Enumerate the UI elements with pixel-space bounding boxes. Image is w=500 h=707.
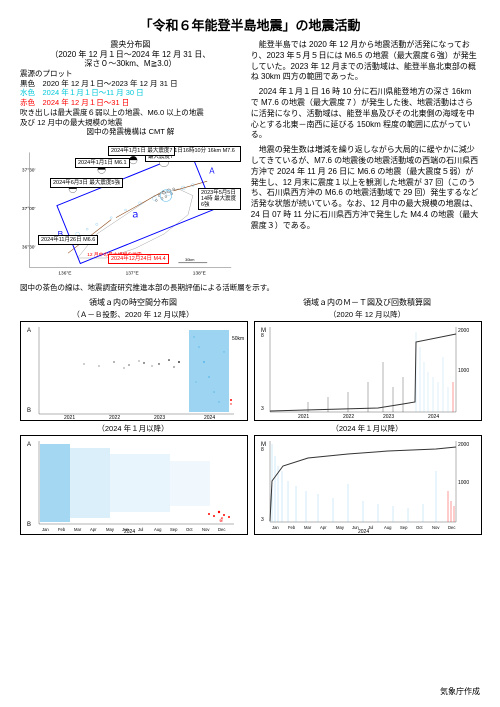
chart-left-sub1: （Ａ－Ｂ投影、2020 年 12 月以降）: [20, 309, 246, 320]
legend-cyan: 水色 2024 年１月１日～11 月 30 日: [20, 88, 241, 98]
svg-text:50km: 50km: [232, 336, 244, 342]
svg-text:Apr: Apr: [90, 527, 97, 532]
map-header-2: （2020 年 12 月１日～2024 年 12 月 31 日、: [20, 50, 241, 60]
svg-text:2024: 2024: [124, 529, 135, 534]
callout-2: 2024年1月1日 最大震度7: [108, 146, 175, 156]
body-p2: 2024 年１月１日 16 時 10 分に石川県能登地方の深さ 16km で M…: [251, 87, 480, 141]
svg-text:Feb: Feb: [58, 527, 66, 532]
svg-text:8: 8: [261, 447, 264, 453]
svg-text:8: 8: [261, 333, 264, 339]
svg-text:2023: 2023: [154, 415, 165, 420]
svg-text:137°E: 137°E: [126, 270, 139, 276]
svg-text:2024: 2024: [358, 529, 369, 534]
svg-text:A: A: [27, 328, 31, 334]
callout-6: 2024年11月26日 M6.6: [38, 235, 98, 245]
svg-text:Oct: Oct: [416, 525, 423, 530]
svg-text:Nov: Nov: [202, 527, 210, 532]
spacetime-chart-1: A B 50km: [20, 321, 248, 421]
svg-text:2024: 2024: [204, 415, 215, 420]
chart-right-col: 領域ａ内のＭ－Ｔ図及び回数積算図 （2020 年 12 月以降） M 8 3 2…: [254, 297, 480, 535]
svg-text:Aug: Aug: [154, 527, 162, 532]
svg-text:2022: 2022: [109, 415, 120, 420]
svg-text:2000: 2000: [458, 442, 469, 448]
svg-text:30km: 30km: [185, 258, 194, 262]
svg-text:2000: 2000: [458, 328, 469, 334]
callout-5: 2023年5月5日14時 最大震度6強: [198, 188, 241, 210]
brown-note: 図中の茶色の線は、地震調査研究推進本部の長期評価による活断層を示す。: [20, 282, 480, 293]
svg-text:Mar: Mar: [74, 527, 82, 532]
callout-3: 2024年1月1日 M6.1: [75, 158, 130, 168]
svg-text:Jul: Jul: [138, 527, 143, 532]
legend-note3: 図中の発震機構は CMT 解: [20, 127, 241, 137]
svg-text:Oct: Oct: [186, 527, 193, 532]
callout-4: 2024年6月3日 最大震度5強: [50, 178, 123, 188]
legend-black: 黒色 2020 年 12 月１日～2023 年 12 月 31 日: [20, 79, 241, 89]
svg-text:Sep: Sep: [170, 527, 178, 532]
svg-text:B: B: [27, 522, 31, 528]
svg-text:Sep: Sep: [400, 525, 408, 530]
epicenter-map: 37°30' 37°00' 36°30' 136°E 137°E 138°E ａ…: [20, 140, 241, 280]
svg-text:Jan: Jan: [272, 525, 279, 530]
chart-left-col: 領域ａ内の時空間分布図 （Ａ－Ｂ投影、2020 年 12 月以降） A B 50…: [20, 297, 246, 535]
svg-text:Mar: Mar: [304, 525, 312, 530]
left-column: 震央分布図 （2020 年 12 月１日～2024 年 12 月 31 日、 深…: [20, 40, 241, 280]
svg-text:Aug: Aug: [384, 525, 392, 530]
svg-text:Nov: Nov: [432, 525, 440, 530]
right-column: 能登半島では 2020 年 12 月から地震活動が活発になっており、2023 年…: [251, 40, 480, 280]
chart-right-sub1: （2020 年 12 月以降）: [254, 309, 480, 320]
svg-text:Jan: Jan: [42, 527, 49, 532]
map-header-1: 震央分布図: [20, 40, 241, 50]
legend-note2: 及び 12 月中の最大規模の地震: [20, 118, 241, 128]
svg-text:37°30': 37°30': [22, 168, 36, 174]
mt-chart-1: M 8 3 2000 1000: [254, 321, 482, 421]
svg-text:37°00': 37°00': [22, 206, 36, 212]
svg-text:1000: 1000: [458, 368, 469, 374]
callout-7: 2024年12月24日 M4.4: [108, 254, 169, 264]
svg-text:2023: 2023: [383, 414, 394, 420]
svg-text:138°E: 138°E: [193, 270, 206, 276]
point-a-label: Ａ: [208, 167, 216, 176]
legend-red: 赤色 2024 年 12 月１日～31 日: [20, 98, 241, 108]
svg-text:2024: 2024: [428, 414, 439, 420]
svg-text:3: 3: [261, 517, 264, 523]
legend-head: 震源のプロット: [20, 69, 241, 79]
svg-text:3: 3: [261, 406, 264, 412]
svg-text:A: A: [27, 442, 31, 448]
svg-text:Dec: Dec: [218, 527, 225, 532]
chart-left-sub2: （2024 年１月以降）: [20, 423, 246, 434]
chart-left-title: 領域ａ内の時空間分布図: [20, 297, 246, 308]
svg-text:※: ※: [219, 518, 223, 524]
svg-text:Feb: Feb: [288, 525, 296, 530]
svg-text:Dec: Dec: [448, 525, 455, 530]
svg-text:2021: 2021: [298, 414, 309, 420]
chart-right-title: 領域ａ内のＭ－Ｔ図及び回数積算図: [254, 297, 480, 308]
svg-text:B: B: [27, 408, 31, 414]
mt-chart-2: M 8 3 2000 1000: [254, 435, 482, 535]
page-title: 「令和６年能登半島地震」の地震活動: [20, 15, 480, 34]
svg-text:May: May: [106, 527, 115, 532]
svg-text:36°30': 36°30': [22, 244, 36, 250]
spacetime-chart-2: A B ※ Jan Feb: [20, 435, 248, 535]
footer: 気象庁作成: [440, 686, 480, 697]
svg-text:2021: 2021: [64, 415, 75, 420]
svg-text:Apr: Apr: [320, 525, 327, 530]
svg-text:2022: 2022: [343, 414, 354, 420]
chart-right-sub2: （2024 年１月以降）: [254, 423, 480, 434]
body-p1: 能登半島では 2020 年 12 月から地震活動が活発になっており、2023 年…: [251, 40, 480, 83]
svg-text:May: May: [336, 525, 345, 530]
svg-text:1000: 1000: [458, 480, 469, 486]
map-header-3: 深さ０～30km、M≧3.0）: [20, 59, 241, 69]
legend-note1: 吹き出しは最大震度６弱以上の地震、M6.0 以上の地震: [20, 108, 241, 118]
body-p3: 地震の発生数は増減を繰り返しながら大局的に緩やかに減少してきているが、M7.6 …: [251, 145, 480, 231]
region-a-label: ａ: [130, 210, 140, 221]
svg-text:136°E: 136°E: [58, 270, 71, 276]
